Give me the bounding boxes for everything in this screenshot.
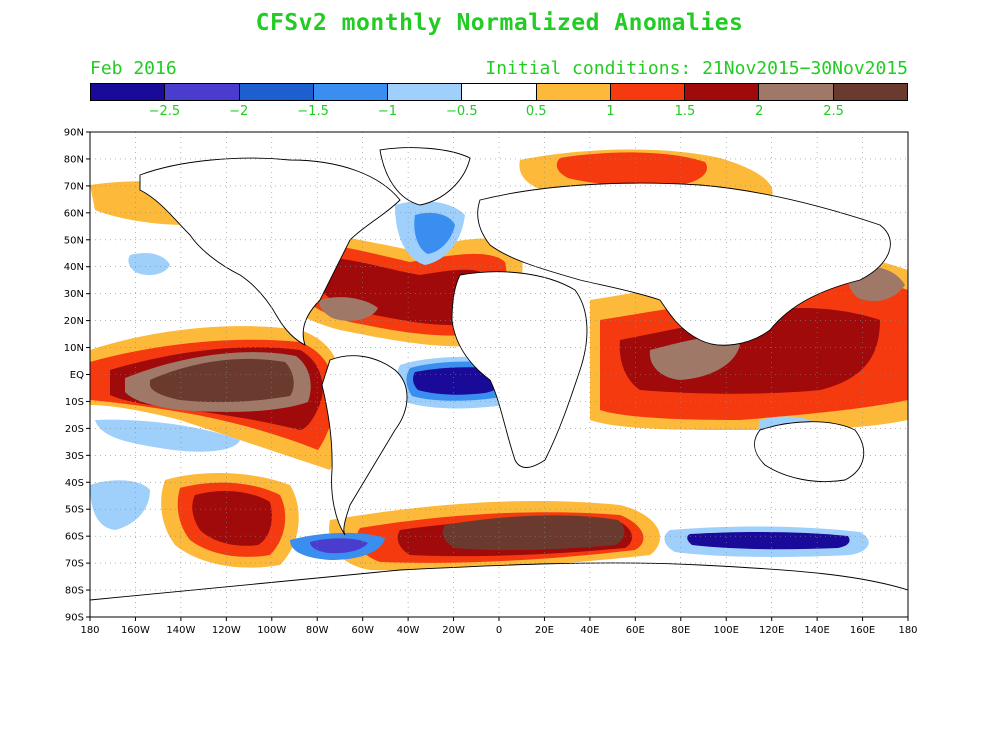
- colorbar-segment: [610, 84, 686, 100]
- longitude-label: 120W: [212, 625, 241, 636]
- warm-anomaly-region: [556, 152, 708, 187]
- colorbar-segment: [388, 84, 463, 100]
- colorbar-segment: [536, 84, 611, 100]
- cold-anomaly-region: [128, 253, 170, 276]
- latitude-label: 70S: [65, 559, 84, 570]
- latitude-label: 70N: [64, 181, 84, 192]
- longitude-label: 100E: [714, 625, 739, 636]
- longitude-label: 80E: [671, 625, 690, 636]
- colorbar-label: 2.5: [823, 104, 844, 119]
- latitude-label: 10N: [64, 343, 84, 354]
- north-america: [139, 157, 401, 346]
- cold-anomaly-region: [414, 212, 455, 254]
- map-title: CFSv2 monthly Normalized Anomalies: [255, 10, 744, 36]
- longitude-label: 160E: [850, 625, 875, 636]
- longitude-label: 140W: [166, 625, 195, 636]
- latitude-label: 90N: [64, 128, 84, 139]
- colorbar-segment: [759, 84, 834, 100]
- longitude-label: 60W: [351, 625, 374, 636]
- longitude-label: 160W: [121, 625, 150, 636]
- forecast-month: Feb 2016: [90, 58, 177, 79]
- colorbar-label: −1: [377, 104, 398, 119]
- longitude-label: 20W: [442, 625, 465, 636]
- longitude-label: 140E: [804, 625, 829, 636]
- colorbar-label: −2: [229, 104, 249, 119]
- latitude-label: 30N: [64, 289, 84, 300]
- greenland: [379, 147, 471, 206]
- latitude-label: 50N: [64, 235, 84, 246]
- latitude-label: 60S: [65, 532, 84, 543]
- longitude-label: 80W: [306, 625, 329, 636]
- latitude-label: 80S: [65, 586, 84, 597]
- strong-cold-anomaly-region: [687, 531, 850, 550]
- colorbar-label: 1.5: [674, 104, 696, 119]
- extreme-warm-anomaly-region: [442, 515, 625, 551]
- latitude-label: 20S: [65, 424, 84, 435]
- colorbar-label: 2: [755, 104, 764, 119]
- axis-ticks: 90N 80N 70N 60N 50N 40N 30N 20N 10N EQ 10S 20S 30S 40…: [64, 128, 918, 637]
- longitude-label: 180: [898, 625, 917, 636]
- antarctica: [90, 562, 908, 617]
- colorbar-segment: [685, 84, 760, 100]
- latitude-label: 60N: [64, 208, 84, 219]
- latitude-label: 10S: [65, 397, 84, 408]
- latitude-label: 50S: [65, 505, 84, 516]
- longitude-label: 0: [496, 625, 502, 636]
- longitude-label: 20E: [535, 625, 554, 636]
- colorbar-segment: [239, 84, 314, 100]
- colorbar: [90, 83, 908, 101]
- colorbar-label: −2.5: [148, 104, 181, 119]
- longitude-label: 100W: [257, 625, 286, 636]
- latitude-label: EQ: [70, 370, 84, 381]
- colorbar-segment: [462, 84, 537, 100]
- colorbar-label: −0.5: [446, 104, 478, 119]
- longitude-label: 40W: [397, 625, 420, 636]
- latitude-label: 40S: [65, 478, 84, 489]
- australia: [754, 421, 865, 483]
- latitude-label: 40N: [64, 262, 84, 273]
- colorbar-segment: [313, 84, 389, 100]
- colorbar-label: −1.5: [297, 104, 329, 119]
- warm-anomaly-region: [192, 490, 272, 546]
- latitude-label: 30S: [65, 451, 84, 462]
- cold-anomaly-region: [90, 480, 150, 530]
- graticule: [90, 132, 908, 617]
- coastlines: [90, 147, 908, 617]
- initial-conditions: Initial conditions: 21Nov2015−30Nov2015: [485, 58, 908, 79]
- cold-anomaly-region: [95, 419, 240, 452]
- strong-warm-anomaly-region: [649, 337, 740, 380]
- latitude-label: 20N: [64, 316, 84, 327]
- latitude-label: 80N: [64, 154, 84, 165]
- longitude-label: 40E: [580, 625, 599, 636]
- extreme-warm-anomaly-region: [150, 358, 294, 403]
- colorbar-label: 1: [606, 104, 615, 119]
- longitude-label: 120E: [759, 625, 784, 636]
- longitude-label: 180: [80, 625, 99, 636]
- south-america: [321, 355, 408, 536]
- colorbar-label: 0.5: [525, 104, 547, 119]
- strong-warm-anomaly-region: [319, 297, 378, 321]
- colorbar-segment: [833, 84, 907, 100]
- colorbar-segment: [165, 84, 240, 100]
- latitude-label: 90S: [65, 613, 84, 624]
- strong-cold-anomaly-region: [310, 538, 368, 554]
- longitude-label: 60E: [626, 625, 645, 636]
- colorbar-segment: [91, 84, 166, 100]
